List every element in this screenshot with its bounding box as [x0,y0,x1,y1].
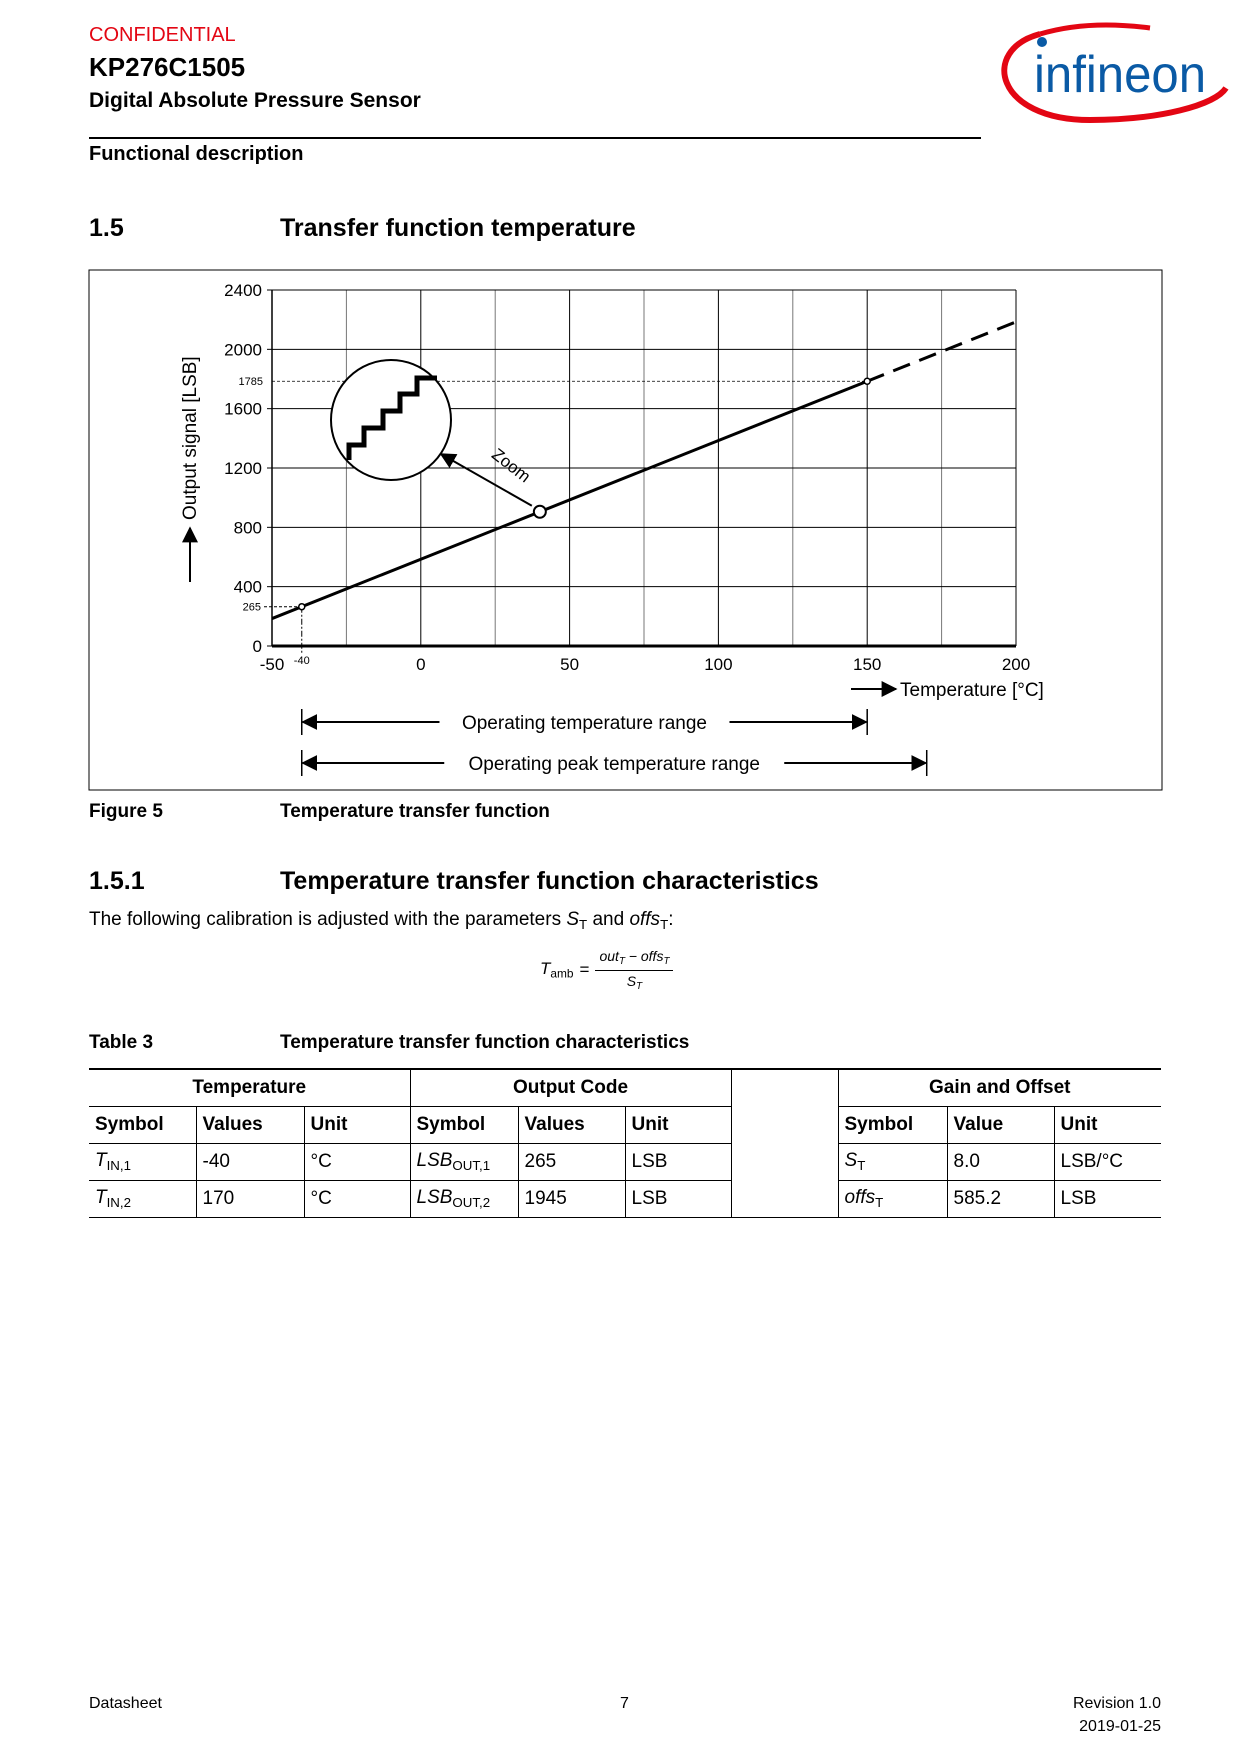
zoom-staircase [346,375,437,460]
figure-frame [88,269,1163,791]
cell-unit: °C [303,1143,410,1181]
param-offs: offs [629,909,661,930]
x-axis-label: Temperature [°C] [900,680,1044,701]
section-title: Transfer function temperature [280,214,636,242]
cell-value: -40 [195,1143,304,1181]
footer-doc-type: Datasheet [89,1695,162,1712]
para-text: The following calibration is adjusted wi… [89,909,567,930]
param-sub: T [660,916,669,932]
cell-unit: LSB/°C [1053,1143,1161,1181]
param-sub: T [579,916,588,932]
x-tick-label: 100 [704,655,732,674]
group-output-code: Output Code [409,1068,731,1107]
y-tick-label: 1600 [224,400,262,419]
series-line-solid [271,379,868,620]
y-ref-label: 1785 [239,376,263,388]
x-tick-label: 150 [853,655,881,674]
footer-page-number: 7 [620,1695,629,1712]
header-cell: Unit [624,1106,731,1144]
cell-unit: LSB [624,1180,731,1218]
param-s: S [566,909,580,930]
formula-eq: = [579,959,590,979]
cell-unit: LSB [1053,1180,1161,1218]
x-tick-label: 200 [1002,655,1030,674]
zoom-circle [330,359,452,481]
cell-symbol: LSBOUT,2 [409,1180,518,1218]
marked-point [863,377,871,385]
y-ref-label: 265 [243,602,261,614]
infineon-logo: infineon [1001,22,1229,124]
x-tick-label: 0 [416,655,425,674]
header-cell: Symbol [837,1106,947,1144]
x-ref-label: -40 [294,655,310,667]
figure-caption: Temperature transfer function [280,801,550,822]
group-gain-offset: Gain and Offset [837,1068,1161,1107]
header-cell: Value [946,1106,1054,1144]
footer-date: 2019-01-25 [1079,1718,1161,1735]
header-cell: Symbol [409,1106,518,1144]
group-temperature: Temperature [89,1068,410,1107]
para-and: and [587,909,630,930]
header-cell: Values [517,1106,625,1144]
characteristics-table: Temperature Output Code Gain and Offset … [89,1068,1161,1218]
product-name: KP276C1505 [89,52,246,82]
cell-value: 8.0 [946,1143,1054,1181]
cell-symbol: offsT [837,1180,947,1218]
y-tick-label: 800 [234,518,262,537]
header-cell: Unit [1053,1106,1161,1144]
y-tick-label: 2400 [224,281,262,300]
table-spacer [730,1068,838,1218]
subsection-title: Temperature transfer function characteri… [280,867,819,895]
cell-symbol: TIN,2 [89,1180,196,1218]
cell-symbol: LSBOUT,1 [409,1143,518,1181]
y-tick-label: 2000 [224,340,262,359]
header-rule [89,137,981,139]
product-subtitle: Digital Absolute Pressure Sensor [89,89,421,112]
table-caption: Temperature transfer function characteri… [280,1032,690,1053]
formula-fraction: outT − offsT ST [595,948,674,992]
y-tick-label: 0 [253,637,262,656]
header-cell: Values [195,1106,304,1144]
range-label: Operating temperature range [462,713,707,734]
cell-symbol: TIN,1 [89,1143,196,1181]
formula-lhs: Tamb [540,959,574,981]
x-tick-label: -50 [260,655,285,674]
para-colon: : [668,909,674,930]
cell-value: 1945 [517,1180,625,1218]
calibration-paragraph: The following calibration is adjusted wi… [89,909,673,932]
table-label: Table 3 [89,1032,154,1053]
cell-unit: LSB [624,1143,731,1181]
header-cell: Symbol [89,1106,196,1144]
cell-value: 170 [195,1180,304,1218]
marked-point [298,602,306,611]
cell-value: 585.2 [946,1180,1054,1218]
confidential-label: CONFIDENTIAL [89,24,236,46]
section-label: Functional description [89,143,304,165]
header-cell: Unit [303,1106,410,1144]
y-tick-label: 1200 [224,459,262,478]
zoom-point [532,504,547,519]
y-axis-label: Output signal [LSB] [180,356,201,520]
svg-text:infineon: infineon [1034,46,1206,104]
y-tick-label: 400 [234,578,262,597]
table-row: TIN,2 170 °C LSBOUT,2 1945 LSB offsT 585… [89,1180,1161,1218]
range-label: Operating peak temperature range [468,754,760,775]
section-number: 1.5 [89,214,124,242]
footer-revision: Revision 1.0 [1072,1695,1161,1712]
cell-symbol: ST [837,1143,947,1181]
temperature-formula: Tamb = outT − offsT ST [540,948,674,992]
x-tick-label: 50 [560,655,579,674]
cell-value: 265 [517,1143,625,1181]
subsection-number: 1.5.1 [89,867,145,895]
figure-label: Figure 5 [89,801,163,822]
cell-unit: °C [303,1180,410,1218]
zoom-arrow [439,453,533,507]
table-row: TIN,1 -40 °C LSBOUT,1 265 LSB ST 8.0 LSB… [89,1143,1161,1181]
